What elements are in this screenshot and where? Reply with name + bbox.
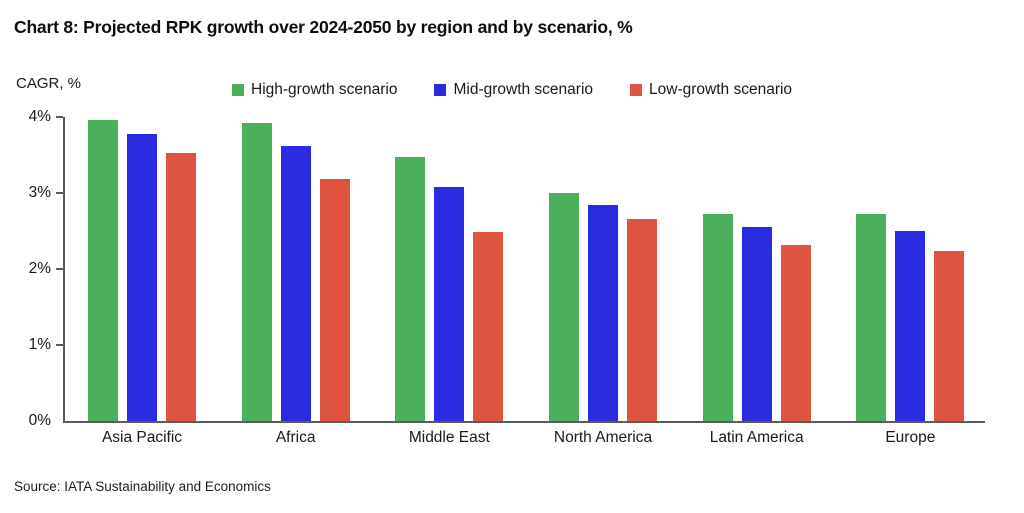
x-axis-category-label: North America <box>553 429 653 446</box>
y-axis-line <box>63 117 65 421</box>
bar[interactable] <box>895 231 926 421</box>
bar[interactable] <box>627 218 657 421</box>
x-axis-category-label: Europe <box>885 429 936 446</box>
legend-swatch-icon <box>232 83 244 96</box>
bar[interactable] <box>588 205 618 421</box>
legend-swatch-icon <box>434 83 447 96</box>
bar[interactable] <box>395 156 426 421</box>
legend-label: Low-growth scenario <box>649 81 793 98</box>
legend-label: High-growth scenario <box>251 81 398 98</box>
legend-label: Mid-growth scenario <box>453 81 594 98</box>
bar[interactable] <box>88 120 118 421</box>
source-note: Source: IATA Sustainability and Economic… <box>14 479 271 494</box>
legend-item[interactable]: High-growth scenario <box>232 82 397 98</box>
y-axis-tick <box>56 192 63 194</box>
bar[interactable] <box>934 250 965 421</box>
legend-swatch-icon <box>630 83 643 96</box>
y-axis-title: CAGR, % <box>16 75 82 92</box>
y-axis-tick-label: 0% <box>28 412 51 429</box>
bar[interactable] <box>166 153 196 421</box>
y-axis-tick-label: 1% <box>28 336 51 353</box>
bar[interactable] <box>856 214 887 421</box>
y-axis-tick <box>56 116 63 118</box>
x-axis-category-label: Latin America <box>709 429 804 446</box>
y-axis-tick-label: 2% <box>28 260 51 277</box>
x-axis-category-label: Asia Pacific <box>101 429 183 446</box>
x-axis-category-label: Middle East <box>408 429 490 446</box>
bar[interactable] <box>741 227 772 421</box>
bar[interactable] <box>434 186 465 421</box>
bar[interactable] <box>549 193 579 421</box>
chart-title: Chart 8: Projected RPK growth over 2024-… <box>14 17 633 37</box>
y-axis-tick <box>56 268 63 270</box>
bar[interactable] <box>127 134 157 421</box>
x-axis-category-label: Africa <box>275 429 316 446</box>
bar[interactable] <box>319 179 350 421</box>
bar[interactable] <box>473 231 504 421</box>
bar[interactable] <box>780 244 811 421</box>
y-axis-tick <box>56 344 63 346</box>
bar[interactable] <box>280 145 311 421</box>
y-axis-tick-label: 3% <box>28 184 51 201</box>
chart-legend: High-growth scenario Mid-growth scenario L… <box>232 82 792 98</box>
y-axis-tick-label: 4% <box>28 108 51 125</box>
legend-item[interactable]: Mid-growth scenario <box>434 82 593 98</box>
bar[interactable] <box>702 213 733 421</box>
plot-area: 4% 3% 2% 1% 0% Asia Pacific Africa Middle East… <box>29 108 985 446</box>
bar[interactable] <box>241 123 272 421</box>
legend-item[interactable]: Low-growth scenario <box>630 82 792 98</box>
x-axis-line <box>63 421 985 423</box>
